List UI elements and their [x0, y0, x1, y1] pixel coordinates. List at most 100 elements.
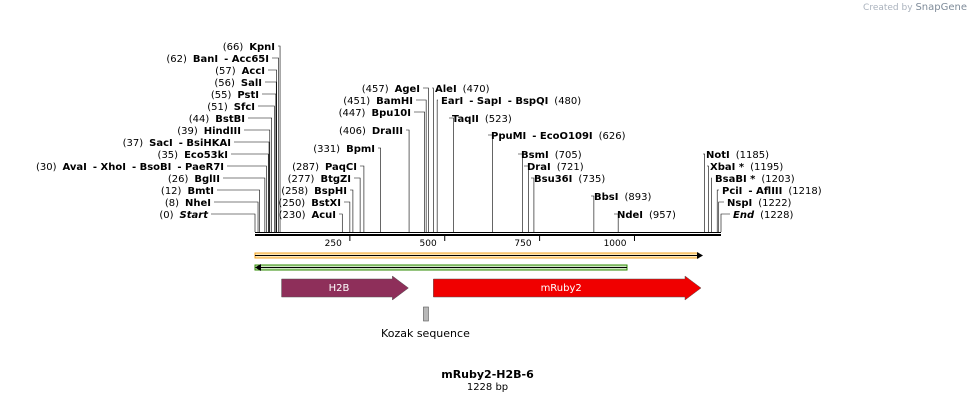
site-leader-line [488, 134, 493, 232]
enzyme-name: XbaI * [710, 162, 745, 173]
site-leader-line [518, 153, 523, 232]
enzyme-name: PstI [237, 90, 259, 101]
site-label-bani: (62) BanI - Acc65I [166, 54, 269, 65]
enzyme-name: - AflIII [748, 186, 782, 197]
map-length: 1228 bp [466, 382, 509, 393]
enzyme-name: AccI [242, 66, 265, 77]
site-leader-line [720, 213, 730, 232]
snapgene-logo: SnapGene [915, 2, 967, 13]
feature-label-mruby2: mRuby2 [541, 283, 582, 294]
enzyme-name: BspHI [314, 186, 347, 197]
enzyme-name: - BsiHKAI [179, 138, 231, 149]
site-leader-line [406, 129, 410, 232]
site-leader-line [278, 45, 281, 232]
enzyme-name: - XhoI [93, 162, 126, 173]
site-leader-line [234, 141, 270, 232]
feature-arrow-h2b [281, 275, 409, 301]
site-leader-line [265, 81, 277, 232]
kozak-label: Kozak sequence [381, 327, 470, 340]
site-position: (626) [599, 131, 626, 142]
enzyme-name: - EcoO109I [532, 131, 592, 142]
site-leader-line [248, 117, 272, 232]
green-annotation-arrowhead [255, 264, 261, 271]
site-label-hindiii: (39) HindIII [177, 126, 241, 137]
site-position: (1203) [761, 174, 794, 185]
enzyme-name: AcuI [311, 210, 336, 221]
enzyme-name: - Acc65I [224, 54, 269, 65]
site-position: (1228) [760, 210, 793, 221]
enzyme-name: SacI [149, 138, 173, 149]
feature-arrow-mruby2 [433, 275, 702, 301]
site-position: (30) [36, 162, 57, 173]
site-leader-line [227, 165, 267, 232]
enzyme-name: BbsI [594, 192, 618, 203]
site-position: (735) [578, 174, 605, 185]
site-position: (287) [292, 162, 319, 173]
site-label-paqci: (287) PaqCI [292, 162, 357, 173]
site-leader-line [360, 165, 365, 232]
site-leader-line [272, 57, 279, 232]
site-label-nhei: (8) NheI [165, 198, 211, 209]
enzyme-name: BanI [193, 54, 218, 65]
site-position: (721) [557, 162, 584, 173]
enzyme-name: NheI [185, 198, 211, 209]
site-position: (12) [161, 186, 182, 197]
enzyme-name: - BspQI [508, 96, 549, 107]
site-position: (230) [279, 210, 306, 221]
site-leader-line [350, 189, 354, 232]
enzyme-name: EarI [441, 96, 463, 107]
enzyme-name: KpnI [249, 42, 275, 53]
enzyme-name: NotI [706, 150, 730, 161]
site-leader-line [262, 93, 277, 232]
enzyme-name: Bsu36I [534, 174, 572, 185]
site-position: (406) [339, 126, 366, 137]
site-leader-line [423, 87, 429, 232]
site-position: (893) [624, 192, 651, 203]
site-leader-line [211, 213, 256, 232]
site-label-bsmi: BsmI (705) [521, 150, 582, 161]
map-title: mRuby2-H2B-6 [441, 368, 534, 381]
ruler-tick-label: 750 [514, 239, 531, 249]
site-leader-line [432, 87, 434, 232]
site-leader-line [268, 69, 277, 232]
site-leader-line [231, 153, 269, 232]
site-position: (1222) [758, 198, 791, 209]
site-label-psti: (55) PstI [211, 90, 259, 101]
site-label-bsu36i: Bsu36I (735) [534, 174, 605, 185]
site-position: (480) [554, 96, 581, 107]
site-position: (8) [165, 198, 179, 209]
site-leader-line [217, 189, 260, 232]
enzyme-name: PaqCI [325, 162, 357, 173]
site-position: (0) [159, 210, 173, 221]
site-leader-line [531, 177, 535, 232]
enzyme-name: - PaeR7I [177, 162, 224, 173]
kozak-marker [423, 306, 429, 322]
credit-prefix: Created by [863, 3, 913, 13]
site-position: (62) [166, 54, 187, 65]
site-label-nspi: NspI (1222) [727, 198, 792, 209]
enzyme-name: Eco53kI [184, 150, 228, 161]
site-label-end: End (1228) [733, 210, 793, 221]
site-label-bamhi: (451) BamHI [343, 96, 413, 107]
site-label-bpu10i: (447) Bpu10I [339, 108, 411, 119]
site-leader-line [436, 99, 438, 232]
enzyme-name: PciI [722, 186, 742, 197]
site-label-bsabi: BsaBI * (1203) [715, 174, 795, 185]
enzyme-name: NspI [727, 198, 752, 209]
site-position: (55) [211, 90, 232, 101]
enzyme-name: AgeI [395, 84, 420, 95]
site-position: (523) [485, 114, 512, 125]
site-position: (957) [649, 210, 676, 221]
site-label-avai: (30) AvaI - XhoI - BsoBI - PaeR7I [36, 162, 224, 173]
enzyme-name: BstXI [311, 198, 341, 209]
site-leader-line [414, 111, 425, 232]
site-label-taqii: TaqII (523) [452, 114, 512, 125]
enzyme-name: SfcI [234, 102, 255, 113]
site-leader-line [416, 99, 427, 232]
snapgene-credit: Created by SnapGene [863, 2, 967, 13]
site-leader-line [339, 213, 343, 232]
site-position: (447) [339, 108, 366, 119]
enzyme-name: AleI [435, 84, 457, 95]
site-label-pcii: PciI - AflIII (1218) [722, 186, 822, 197]
site-label-bstxi: (250) BstXI [278, 198, 341, 209]
